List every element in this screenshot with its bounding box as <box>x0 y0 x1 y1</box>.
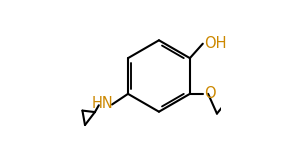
Text: O: O <box>204 86 216 101</box>
Text: OH: OH <box>204 36 227 51</box>
Text: HN: HN <box>91 96 113 111</box>
